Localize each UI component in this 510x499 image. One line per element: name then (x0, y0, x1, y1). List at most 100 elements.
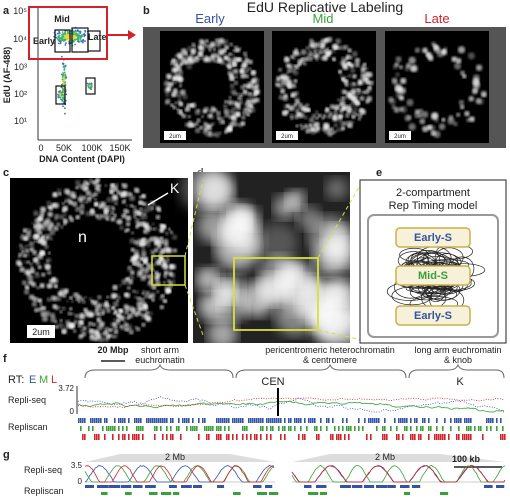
repliscan-segment (226, 418, 228, 423)
signal (83, 307, 88, 313)
repliscan-segment (450, 426, 452, 431)
signal (197, 266, 224, 293)
flow-dot (74, 43, 76, 46)
signal (62, 209, 66, 213)
signal (50, 295, 57, 301)
signal (68, 215, 73, 219)
signal (94, 303, 99, 308)
panel-label: c (3, 167, 9, 179)
signal (297, 52, 301, 56)
repliscan-segment (288, 426, 290, 431)
repliscan-segment (138, 426, 140, 431)
signal (121, 213, 126, 219)
repliscan-segment (384, 434, 386, 440)
signal (106, 196, 113, 203)
signal (425, 52, 430, 57)
signal (179, 89, 186, 96)
repliscan-segment (410, 418, 412, 423)
repliscan-segment (410, 434, 412, 440)
signal (347, 48, 352, 53)
flow-dot (81, 33, 84, 36)
repliscan-segment (134, 434, 136, 440)
signal (242, 107, 247, 113)
signal (224, 112, 230, 118)
signal (414, 47, 421, 53)
signal (46, 270, 52, 276)
signal (66, 193, 70, 197)
signal (203, 55, 210, 61)
repliscan-segment (222, 418, 224, 423)
signal (324, 107, 330, 113)
compartment-box (395, 265, 471, 286)
signal (145, 310, 150, 315)
panel-label: b (143, 5, 150, 17)
repliscan-segment (206, 434, 208, 440)
repliscan-segment (398, 418, 400, 423)
flow-dot (72, 35, 75, 38)
signal (408, 56, 416, 65)
signal (207, 128, 212, 133)
signal (366, 71, 373, 78)
repliscan-segment (112, 434, 114, 440)
flow-dot (59, 90, 61, 92)
signal (46, 200, 52, 206)
flow-dot (63, 107, 66, 110)
scale-bar-label: 100 kb (452, 454, 481, 464)
signal (164, 289, 171, 295)
signal (340, 74, 345, 79)
repliscan-segment (234, 418, 236, 423)
signal (460, 70, 465, 76)
repliscan-segment (84, 434, 86, 440)
signal (23, 236, 28, 241)
signal (33, 210, 39, 217)
signal (183, 51, 188, 56)
repliscan-segment (404, 492, 411, 495)
signal (453, 121, 458, 127)
signal (138, 200, 143, 206)
signal (234, 64, 237, 67)
signal (223, 108, 229, 114)
repliscan-segment (142, 426, 144, 431)
signal (85, 186, 89, 190)
signal (116, 190, 122, 195)
signal (113, 318, 117, 322)
signal (421, 111, 429, 118)
repliscan-segment (232, 418, 234, 423)
repliscan-segment (218, 426, 220, 431)
signal (307, 48, 312, 53)
signal (234, 49, 238, 53)
compartment-box (395, 227, 471, 248)
signal (329, 126, 335, 132)
signal (297, 62, 302, 67)
signal (161, 263, 168, 270)
repliscan-segment (304, 418, 306, 423)
repliscan-segment (154, 434, 156, 440)
rt-phase: M (39, 374, 48, 386)
signal (477, 98, 484, 105)
signal (196, 118, 201, 123)
flow-dot (65, 42, 67, 45)
signal (73, 319, 79, 325)
y-tick-label: 3.72 (58, 384, 74, 393)
column-label: Late (424, 11, 449, 26)
signal (248, 67, 252, 71)
flow-dot (60, 86, 63, 89)
signal (53, 225, 59, 232)
knob-label: K (170, 180, 180, 196)
signal (41, 306, 47, 312)
repliscan-segment (254, 434, 256, 440)
repliscan-segment (390, 426, 392, 431)
signal (143, 223, 149, 230)
signal (144, 315, 150, 321)
repliscan-segment (342, 426, 344, 431)
signal (202, 109, 207, 114)
signal (323, 123, 330, 130)
zoom-line (184, 179, 204, 257)
y-tick-label: 3.5 (71, 461, 83, 470)
repliscan-segment (314, 418, 316, 423)
signal (112, 208, 116, 212)
signal (229, 42, 234, 47)
signal (25, 244, 29, 248)
x-tick-label: 0 (38, 143, 43, 153)
repliscan-segment (216, 434, 218, 440)
